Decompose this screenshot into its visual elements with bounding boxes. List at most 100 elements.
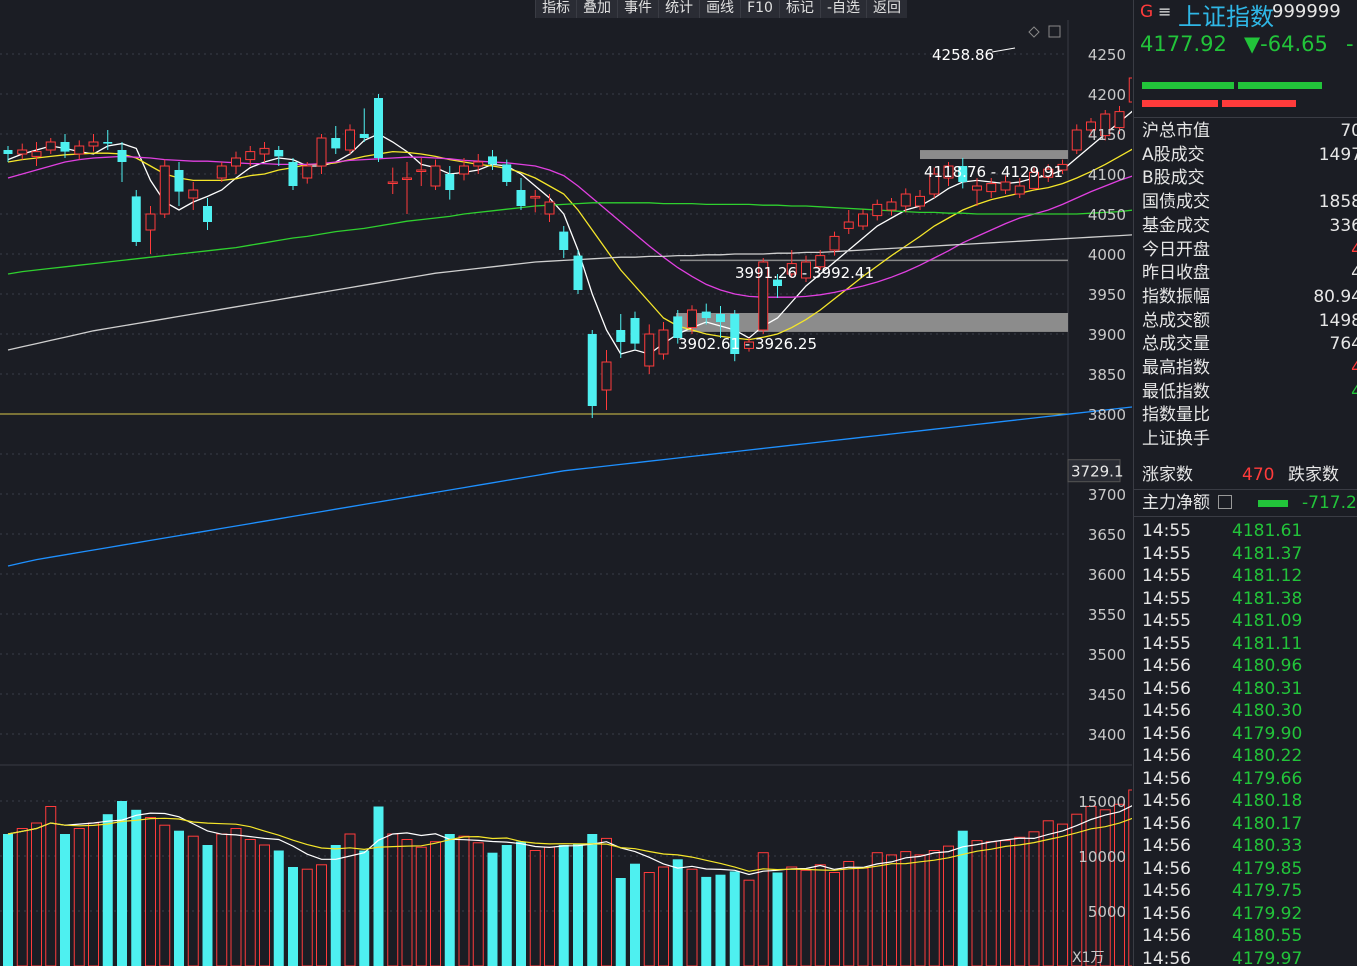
kline-chart[interactable]: 4250 4200 4150 4100 4050 4000 3950 3900 3850 3800… — [0, 0, 1132, 966]
stat-label: 国债成交 — [1142, 192, 1210, 213]
ma5-line — [7, 110, 1132, 355]
volume-bar-up — [244, 839, 256, 966]
toolbar-back-button[interactable]: 返回 — [866, 0, 907, 18]
stat-row: 基金成交 336 — [1142, 215, 1357, 237]
candle-body-up — [17, 149, 28, 155]
toolbar-indicator-button[interactable]: 指标 — [535, 0, 577, 18]
volume-bar-down — [330, 845, 341, 966]
toolbar-mark-button[interactable]: 标记 — [778, 0, 820, 18]
gap-lower-label: 3902.61 - 3926.25 — [678, 335, 817, 353]
candle-body-up — [316, 137, 327, 167]
candle-body-down — [117, 150, 127, 162]
stat-value: 336 — [1329, 215, 1357, 236]
index-name: 上证指数 — [1178, 3, 1274, 31]
candle-body-up — [159, 165, 170, 215]
volume-bar-up — [88, 822, 99, 966]
volume-bar-up — [16, 828, 28, 966]
current-price: 4177.92 — [1140, 32, 1227, 56]
price-change-tail: - — [1346, 32, 1354, 56]
stat-row: 总成交额 1498 — [1142, 310, 1357, 332]
kline-chart-area[interactable]: 4250 4200 4150 4100 4050 4000 3950 3900 3850 3800… — [0, 0, 1132, 966]
volume-bar-up — [743, 879, 755, 966]
stat-value: 80.94 — [1313, 286, 1357, 307]
candle-body-up — [430, 165, 441, 187]
stat-row: 指数量比 — [1142, 404, 1357, 426]
candle-body-down — [587, 334, 597, 406]
tick-time: 14:56 — [1142, 881, 1191, 901]
rise-label: 涨家数 — [1142, 465, 1193, 485]
volume-bar-up — [757, 852, 769, 966]
index-code: 999999 — [1272, 1, 1341, 22]
tick-time: 14:55 — [1142, 633, 1191, 654]
net-flow-doc-icon[interactable] — [1218, 495, 1233, 509]
price-axis-label: 4150 — [1088, 126, 1126, 144]
volume-bar-up — [1085, 806, 1097, 966]
stat-label: B股成交 — [1142, 168, 1205, 189]
toolbar-overlay-button[interactable]: 叠加 — [576, 0, 618, 18]
tick-time: 14:56 — [1142, 791, 1191, 811]
volume-bar-up — [259, 844, 270, 966]
candle-body-up — [758, 261, 769, 331]
tick-time: 14:55 — [1142, 566, 1191, 586]
tick-price: 4180.31 — [1232, 678, 1303, 699]
tick-row: 14:55 4181.12 — [1142, 565, 1302, 587]
candle-body-up — [986, 183, 997, 193]
tick-time: 14:55 — [1142, 611, 1191, 631]
tick-price: 4179.92 — [1232, 903, 1303, 924]
volume-bar-up — [344, 833, 356, 966]
gap-band-lower — [676, 313, 1068, 332]
toolbar-stats-button[interactable]: 统计 — [658, 0, 700, 18]
candle-body-down — [616, 330, 626, 342]
ma120-line — [7, 234, 1132, 351]
volume-bar-down — [558, 845, 569, 966]
volume-bar-up — [45, 806, 57, 966]
menu-icon[interactable]: ≡ — [1158, 2, 1172, 21]
price-axis-label: 4250 — [1088, 46, 1126, 64]
stat-row: 国债成交 1858 — [1142, 191, 1357, 213]
toolbar-draw-button[interactable]: 画线 — [699, 0, 741, 18]
stat-row: 指数振幅 80.94 — [1142, 286, 1357, 308]
volume-bar-down — [174, 830, 184, 966]
tick-price: 4181.61 — [1232, 521, 1303, 541]
volume-bar-up — [1114, 803, 1125, 966]
volume-bar-down — [444, 834, 455, 966]
candle-body-down — [730, 314, 740, 354]
candle-body-up — [45, 141, 56, 151]
candle-body-down — [103, 142, 113, 144]
toolbar-f10-button[interactable]: F10 — [740, 0, 779, 18]
candle-body-up — [544, 201, 555, 215]
stat-value: 764 — [1329, 334, 1357, 355]
net-flow-value: -717.2 — [1302, 493, 1357, 513]
volume-bar-down — [487, 852, 498, 966]
toolbar-watchlist-button[interactable]: -自选 — [819, 0, 866, 18]
candle-body-down — [559, 231, 569, 250]
toolbar-event-button[interactable]: 事件 — [617, 0, 659, 18]
stat-row: 最低指数 4 — [1142, 381, 1357, 403]
volume-bar-up — [971, 840, 983, 966]
volume-bar-down — [102, 814, 113, 966]
ma20-line — [7, 155, 1132, 298]
volume-bar-down — [60, 834, 70, 966]
candle-body-up — [459, 165, 469, 175]
candle-body-up — [245, 151, 256, 161]
candle-body-up — [786, 263, 797, 275]
volume-bar-up — [871, 852, 883, 966]
stat-row: B股成交 — [1142, 167, 1357, 189]
price-axis-label: 3450 — [1088, 686, 1126, 704]
volume-bar-up — [1042, 820, 1054, 966]
candle-body-up — [302, 165, 313, 179]
volume-axis-label: 10000 — [1078, 848, 1126, 866]
tick-row: 14:56 4179.85 — [1142, 858, 1302, 880]
volume-bar-up — [544, 846, 555, 966]
price-axis-label: 3400 — [1088, 726, 1126, 744]
price-axis-label: 3600 — [1088, 566, 1126, 584]
stat-row: 昨日收盘 4 — [1142, 262, 1357, 284]
price-change: ▼-64.65 — [1244, 32, 1328, 56]
volume-bar-up — [900, 851, 912, 966]
tick-time: 14:56 — [1142, 813, 1191, 834]
candle-body-up — [402, 177, 412, 180]
tick-price: 4180.55 — [1232, 926, 1303, 946]
volume-bar-down — [273, 850, 284, 966]
candle-body-up — [929, 173, 940, 195]
candle-body-up — [231, 157, 241, 167]
